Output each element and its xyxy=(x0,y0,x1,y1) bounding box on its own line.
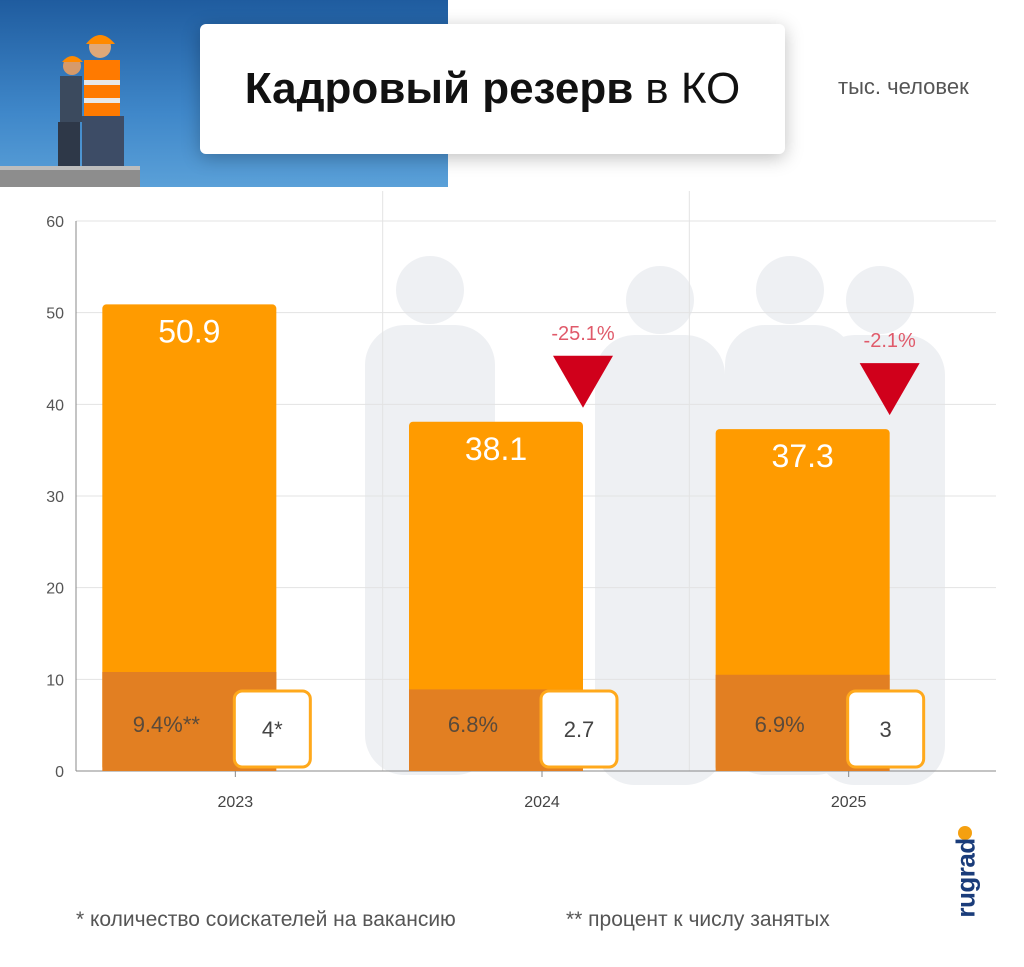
percent-label: 6.8% xyxy=(448,712,498,737)
y-tick-label: 10 xyxy=(46,672,64,689)
bar-chart: 0 10 20 30 40 50 60 50.9 9.4%** 4* 2023 38.1 6.8% 2.7… xyxy=(46,191,996,811)
y-tick-label: 0 xyxy=(55,764,64,781)
y-tick-label: 20 xyxy=(46,581,64,598)
y-tick-label: 50 xyxy=(46,306,64,323)
applicants-box xyxy=(232,689,312,769)
x-tick-label: 2024 xyxy=(524,794,560,811)
bar xyxy=(102,304,277,771)
logo-text: rugrad xyxy=(950,837,981,918)
logo-dot-icon xyxy=(958,826,972,840)
bar-value-label: 38.1 xyxy=(465,431,527,467)
percent-label: 6.9% xyxy=(755,712,805,737)
change-label: -25.1% xyxy=(551,323,615,345)
x-tick-label: 2023 xyxy=(218,794,254,811)
unit-label: тыс. человек xyxy=(838,74,969,99)
applicants-box xyxy=(539,689,619,769)
bar xyxy=(409,421,583,771)
applicants-box xyxy=(846,689,926,769)
percent-label: 9.4%** xyxy=(133,712,201,737)
title-bold: Кадровый резерв xyxy=(244,64,634,113)
y-tick-label: 30 xyxy=(46,489,64,506)
y-tick-label: 60 xyxy=(46,214,64,231)
x-tick-label: 2025 xyxy=(831,794,867,811)
applicants-label: 3 xyxy=(880,717,892,742)
bar-value-label: 50.9 xyxy=(158,313,220,349)
rugrad-logo: rugrad xyxy=(946,820,986,935)
title-card: Кадровый резерв в КО xyxy=(200,24,785,154)
bar-value-label: 37.3 xyxy=(772,438,834,474)
y-tick-label: 40 xyxy=(46,397,64,414)
down-arrow-icon xyxy=(553,355,613,408)
applicants-label: 4* xyxy=(262,717,283,742)
down-arrow-icon xyxy=(859,363,920,416)
footnote-applicants: * количество соискателей на вакансию xyxy=(76,908,456,931)
applicants-label: 2.7 xyxy=(564,717,595,742)
change-label: -2.1% xyxy=(864,330,916,352)
title-rest: в КО xyxy=(645,64,741,113)
footnote-percent: ** процент к числу занятых xyxy=(566,908,830,931)
workers-photo-icon xyxy=(0,35,140,187)
